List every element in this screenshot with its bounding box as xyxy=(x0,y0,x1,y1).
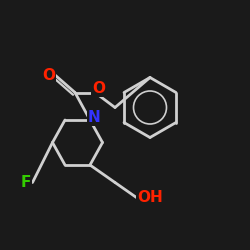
Text: N: N xyxy=(88,110,100,125)
Text: O: O xyxy=(42,68,55,82)
Text: F: F xyxy=(21,175,32,190)
Text: OH: OH xyxy=(137,190,163,205)
Text: O: O xyxy=(92,81,105,96)
